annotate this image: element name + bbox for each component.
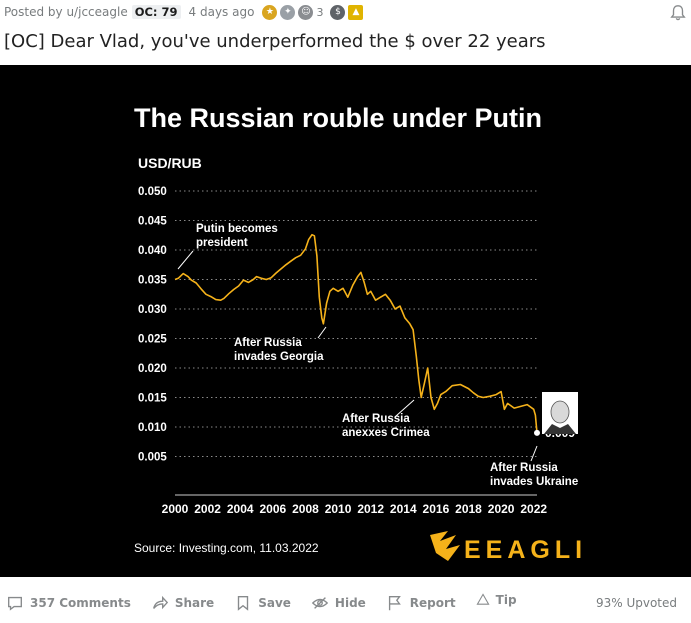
save-label: Save <box>258 596 291 610</box>
end-point <box>534 429 540 436</box>
hide-button[interactable]: Hide <box>305 590 372 616</box>
annotation-leader <box>317 326 327 339</box>
share-icon <box>152 595 168 610</box>
annotation-leader <box>530 445 538 462</box>
gold-award-icon: ★ <box>262 4 278 20</box>
y-tick-label: 0.010 <box>138 422 167 434</box>
x-tick-label: 2000 <box>162 502 189 516</box>
x-tick-label: 2020 <box>488 502 515 516</box>
rocket-award-icon: ▲ <box>348 4 364 20</box>
y-tick-label: 0.005 <box>138 452 167 464</box>
comment-icon <box>8 596 22 611</box>
y-axis-label: USD/RUB <box>138 155 202 171</box>
tip-button[interactable]: Tip <box>470 589 523 611</box>
chart-headline: The Russian rouble under Putin <box>134 103 542 133</box>
silver-award-icon: ✦ <box>280 4 296 20</box>
report-button[interactable]: Report <box>380 590 462 616</box>
annotation-text: After Russia <box>490 462 558 474</box>
annotation-text: invades Georgia <box>234 351 324 363</box>
notification-bell-icon[interactable] <box>669 4 687 22</box>
award-count: 3 <box>316 5 324 19</box>
coin-award-icon: $ <box>330 4 346 20</box>
x-tick-label: 2002 <box>194 502 221 516</box>
annotation-text: president <box>196 237 248 249</box>
post-meta: Posted by u/jcceagle OC: 79 4 days ago ★… <box>4 2 364 22</box>
x-tick-label: 2014 <box>390 502 417 516</box>
y-tick-label: 0.015 <box>138 393 167 405</box>
tip-label: Tip <box>495 593 517 607</box>
x-tick-label: 2004 <box>227 502 254 516</box>
y-tick-label: 0.035 <box>138 275 167 287</box>
x-tick-label: 2018 <box>455 502 482 516</box>
y-tick-label: 0.045 <box>138 216 167 228</box>
post-title[interactable]: [OC] Dear Vlad, you've underperformed th… <box>4 31 546 52</box>
x-tick-label: 2010 <box>325 502 352 516</box>
brand-text: EEAGLI <box>464 536 587 564</box>
awards[interactable]: ★ ✦ ☺ 3 $ ▲ <box>262 4 364 20</box>
user-flair: OC: 79 <box>131 5 181 19</box>
x-tick-label: 2016 <box>423 502 450 516</box>
y-tick-label: 0.030 <box>138 304 167 316</box>
share-label: Share <box>174 596 215 610</box>
annotation-text: invades Ukraine <box>490 476 578 488</box>
x-tick-label: 2022 <box>520 502 547 516</box>
helpful-award-icon: ☺ <box>298 4 314 20</box>
hide-label: Hide <box>334 596 366 610</box>
comments-button[interactable]: 357 Comments <box>0 590 137 616</box>
tip-icon <box>476 593 490 605</box>
post-image[interactable]: The Russian rouble under Putin USD/RUB 0… <box>0 65 691 577</box>
series-line <box>174 233 538 433</box>
flag-icon <box>388 596 401 611</box>
rouble-chart: The Russian rouble under Putin USD/RUB 0… <box>134 103 587 564</box>
x-tick-label: 2006 <box>259 502 286 516</box>
hide-eye-icon <box>311 597 329 609</box>
bookmark-icon <box>238 596 249 611</box>
share-button[interactable]: Share <box>145 590 220 616</box>
annotation-text: After Russia <box>342 413 410 425</box>
post-actions: 357 Comments Share Save Hide Report Tip … <box>0 586 691 620</box>
upvote-ratio: 93% Upvoted <box>595 596 677 610</box>
y-tick-label: 0.040 <box>138 245 167 257</box>
save-button[interactable]: Save <box>228 590 297 616</box>
comments-label: 357 Comments <box>30 596 131 610</box>
source-text: Source: Investing.com, 11.03.2022 <box>134 541 319 555</box>
x-tick-label: 2012 <box>357 502 384 516</box>
annotation-text: anexxes Crimea <box>342 427 430 439</box>
eagle-icon <box>430 531 460 561</box>
y-tick-label: 0.020 <box>138 363 167 375</box>
y-tick-label: 0.025 <box>138 334 167 346</box>
y-tick-label: 0.050 <box>138 186 167 198</box>
report-label: Report <box>409 596 456 610</box>
portrait-icon <box>542 392 578 434</box>
annotation-leader <box>395 399 415 417</box>
post-age[interactable]: 4 days ago <box>188 5 255 19</box>
eeagli-logo: EEAGLI <box>430 531 587 564</box>
posted-by[interactable]: Posted by u/jcceagle <box>4 5 128 19</box>
annotation-leader <box>177 250 194 270</box>
x-tick-label: 2008 <box>292 502 319 516</box>
annotation-text: Putin becomes <box>196 223 278 235</box>
annotation-text: After Russia <box>234 337 302 349</box>
